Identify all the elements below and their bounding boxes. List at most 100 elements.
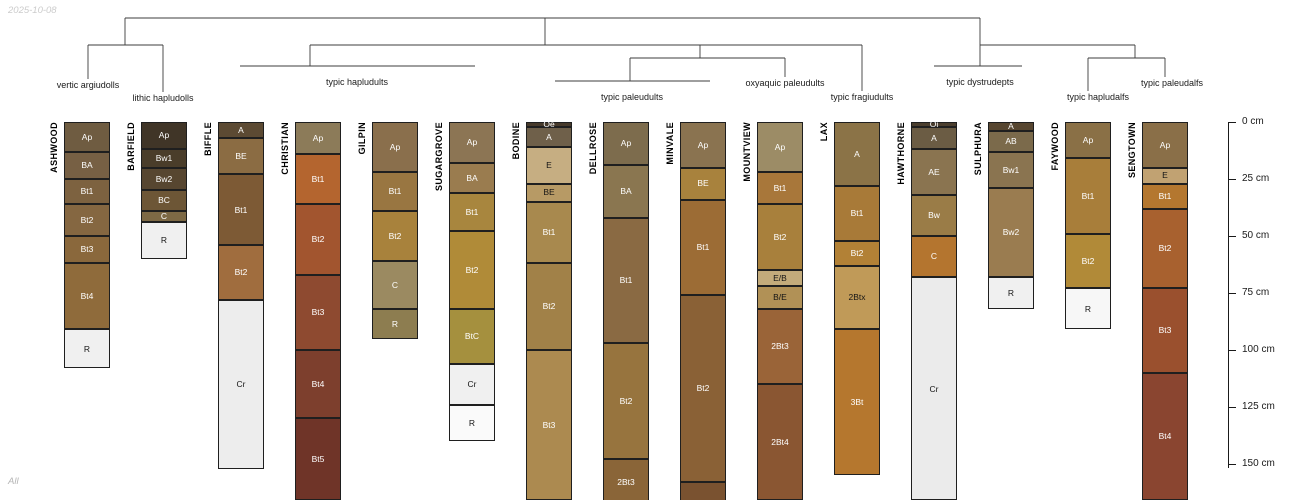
horizon-label: Bt2 (619, 396, 633, 407)
horizon-label: Bw1 (155, 153, 173, 164)
horizon-box-r: R (141, 222, 187, 259)
profile-name-mountview: MOUNTVIEW (742, 122, 752, 182)
profile-name-bodine: BODINE (511, 122, 521, 160)
horizon-box-bt5: Bt5 (295, 418, 341, 500)
dendrogram-tree (87, 17, 1166, 92)
horizon-label: Bt4 (1158, 431, 1172, 442)
horizon-label: Oe (543, 119, 555, 130)
horizon-label: Ap (81, 131, 93, 142)
horizon-label: Bw2 (1002, 227, 1020, 238)
horizon-label: Bt4 (80, 291, 94, 302)
horizon-box-bw2: Bw2 (141, 167, 187, 191)
horizon-box-bt3: Bt3 (1142, 288, 1188, 373)
horizon-label: Bt2 (234, 267, 248, 278)
subset-annotation: All (8, 476, 19, 487)
horizon-label: 2Bt3 (771, 341, 789, 352)
horizon-box-ap: Ap (757, 122, 803, 173)
horizon-label: R (468, 417, 476, 428)
horizon-label: Bt2 (311, 234, 325, 245)
depth-tick (1228, 235, 1236, 237)
horizon-box-3bt: 3Bt (834, 329, 880, 476)
profile-name-biffle: BIFFLE (203, 122, 213, 156)
depth-tick-label: 0 cm (1242, 116, 1264, 127)
horizon-box-be: BE (680, 167, 726, 200)
horizon-box-bt1: Bt1 (295, 153, 341, 205)
profile-name-sengtown: SENGTOWN (1127, 122, 1137, 179)
group-label-typic-hapludults: typic hapludults (325, 77, 389, 87)
horizon-label: Bt1 (465, 206, 479, 217)
horizon-label: Ap (466, 137, 478, 148)
depth-axis-line (1228, 122, 1229, 468)
horizon-box-unlabeled (680, 482, 726, 500)
horizon-label: Ap (158, 130, 170, 141)
horizon-box-bt2: Bt2 (834, 240, 880, 266)
horizon-label: Cr (929, 383, 939, 394)
horizon-box-b-e: B/E (757, 286, 803, 309)
horizon-box-cr: Cr (911, 277, 957, 500)
horizon-label: 2Bt4 (771, 437, 789, 448)
horizon-label: AE (928, 166, 940, 177)
group-label-typic-paleudults: typic paleudults (600, 92, 664, 102)
group-label-lithic-hapludolls: lithic hapludolls (132, 93, 194, 103)
horizon-label: E/B (773, 272, 787, 283)
horizon-label: Bt2 (542, 301, 556, 312)
profile-name-gilpin: GILPIN (357, 122, 367, 155)
depth-tick (1228, 463, 1236, 465)
horizon-label: R (1084, 303, 1092, 314)
horizon-box-bt2: Bt2 (526, 263, 572, 350)
horizon-label: Oi (929, 119, 939, 130)
horizon-label: Bt1 (696, 242, 710, 253)
dendrogram-branches (87, 17, 1166, 92)
horizon-box-c: C (141, 210, 187, 223)
horizon-box-be: BE (526, 183, 572, 202)
horizon-box-r: R (1065, 288, 1111, 330)
horizon-box-bt3: Bt3 (295, 274, 341, 350)
depth-tick-label: 150 cm (1242, 458, 1275, 469)
profile-name-sugargrove: SUGARGROVE (434, 122, 444, 192)
horizon-label: BA (620, 186, 632, 197)
horizon-box-bt1: Bt1 (603, 217, 649, 344)
horizon-label: 2Btx (848, 292, 866, 303)
profile-name-minvale: MINVALE (665, 122, 675, 165)
horizon-box-bt2: Bt2 (372, 210, 418, 262)
horizon-box-ba: BA (603, 165, 649, 218)
horizon-label: Bt2 (1158, 243, 1172, 254)
horizon-box-ap: Ap (603, 122, 649, 166)
horizon-box-cr: Cr (218, 299, 264, 469)
horizon-label: B/E (773, 292, 787, 303)
horizon-label: Bt1 (773, 182, 787, 193)
horizon-box-r: R (449, 404, 495, 442)
horizon-box-ap: Ap (680, 122, 726, 168)
depth-tick (1228, 406, 1236, 408)
horizon-box-c: C (911, 236, 957, 278)
horizon-box-r: R (988, 277, 1034, 309)
horizon-box-ap: Ap (1142, 122, 1188, 168)
horizon-box-bt1: Bt1 (218, 174, 264, 246)
horizon-box-bt1: Bt1 (526, 201, 572, 264)
horizon-box-bt2: Bt2 (64, 204, 110, 236)
profile-name-dellrose: DELLROSE (588, 122, 598, 175)
horizon-label: Bt1 (542, 227, 556, 238)
horizon-label: BC (158, 195, 170, 206)
depth-tick-label: 50 cm (1242, 230, 1270, 241)
horizon-box-bt3: Bt3 (64, 236, 110, 264)
horizon-box-oe: Oe (526, 119, 572, 130)
horizon-box-bt1: Bt1 (1065, 158, 1111, 234)
horizon-label: E (546, 160, 552, 171)
horizon-box-2bt3: 2Bt3 (603, 459, 649, 500)
horizon-box-a: A (526, 126, 572, 148)
horizon-label: Bt1 (1081, 190, 1095, 201)
horizon-label: R (391, 318, 399, 329)
horizon-box-bt2: Bt2 (295, 204, 341, 275)
horizon-label: A (546, 131, 552, 142)
horizon-label: Bt2 (388, 230, 402, 241)
horizon-label: BA (81, 160, 93, 171)
horizon-label: Bw2 (155, 173, 173, 184)
horizon-label: C (391, 279, 399, 290)
horizon-label: A (931, 132, 937, 143)
depth-tick (1228, 349, 1236, 351)
horizon-box-cr: Cr (449, 363, 495, 405)
horizon-box-bt1: Bt1 (1142, 183, 1188, 209)
depth-tick-label: 25 cm (1242, 173, 1270, 184)
profile-name-faywood: FAYWOOD (1050, 122, 1060, 171)
